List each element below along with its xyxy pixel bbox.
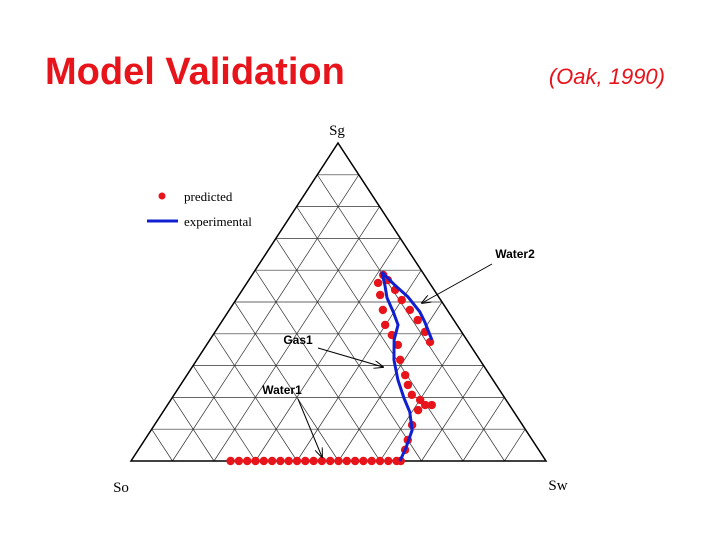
- predicted-point: [251, 456, 260, 466]
- legend-label: experimental: [184, 214, 252, 229]
- predicted-point: [350, 456, 360, 466]
- grid-line: [504, 429, 526, 462]
- predicted-point: [234, 456, 244, 466]
- grid-line: [192, 365, 256, 462]
- predicted-point: [425, 337, 435, 347]
- grid-line: [172, 397, 215, 462]
- predicted-point: [342, 456, 351, 466]
- annotation-arrow: [422, 263, 493, 303]
- vertex-label: Sg: [329, 123, 345, 139]
- predicted-point: [393, 340, 403, 350]
- annotation: Water1: [262, 383, 302, 397]
- predicted-point: [400, 370, 410, 380]
- predicted-point: [397, 295, 406, 305]
- predicted-point: [267, 456, 277, 466]
- experimental-line: [380, 271, 434, 341]
- slide-subtitle: (Oak, 1990): [549, 64, 665, 89]
- predicted-point: [259, 456, 268, 466]
- predicted-point: [415, 395, 425, 405]
- predicted-point: [284, 456, 293, 466]
- grid-line: [213, 333, 298, 462]
- predicted-point: [405, 305, 415, 315]
- predicted-point: [301, 456, 310, 466]
- predicted-point: [413, 405, 423, 415]
- predicted-point: [375, 290, 385, 300]
- predicted-point: [380, 320, 390, 330]
- grid-line: [317, 174, 505, 462]
- predicted-point: [326, 456, 335, 466]
- vertex-label: So: [113, 480, 129, 496]
- grid-line: [234, 301, 339, 462]
- predicted-point: [317, 456, 327, 466]
- predicted-point: [373, 278, 383, 288]
- predicted-point: [226, 456, 235, 466]
- annotation-arrow: [317, 347, 383, 367]
- grid-line: [151, 429, 173, 462]
- grid-line: [255, 238, 401, 462]
- predicted-point: [427, 400, 436, 410]
- predicted-point: [334, 456, 343, 466]
- predicted-point: [378, 305, 388, 315]
- grid-line: [421, 365, 484, 462]
- grid-line: [172, 174, 360, 462]
- predicted-point: [243, 456, 252, 466]
- predicted-point: [395, 355, 405, 365]
- predicted-point: [375, 456, 385, 466]
- predicted-point: [292, 456, 302, 466]
- legend: predicted experimental: [147, 189, 252, 229]
- legend-label: predicted: [184, 189, 233, 204]
- vertex-label: Sw: [548, 478, 567, 494]
- plot: [226, 270, 436, 466]
- annotation: Water2: [495, 247, 535, 261]
- annotation: Gas1: [283, 333, 313, 347]
- annotation-arrow: [297, 398, 322, 457]
- predicted-point: [407, 390, 417, 400]
- predicted-point: [309, 456, 318, 466]
- slide-title: Model Validation: [45, 51, 345, 93]
- predicted-point: [413, 315, 422, 325]
- predicted-point: [276, 456, 285, 466]
- predicted-point: [367, 456, 376, 466]
- predicted-point: [359, 456, 368, 466]
- legend-marker: [158, 192, 166, 200]
- predicted-point: [384, 456, 393, 466]
- predicted-point: [403, 380, 413, 390]
- grid-line: [275, 238, 422, 462]
- grid-line: [462, 397, 505, 462]
- experimental-line: [380, 271, 414, 462]
